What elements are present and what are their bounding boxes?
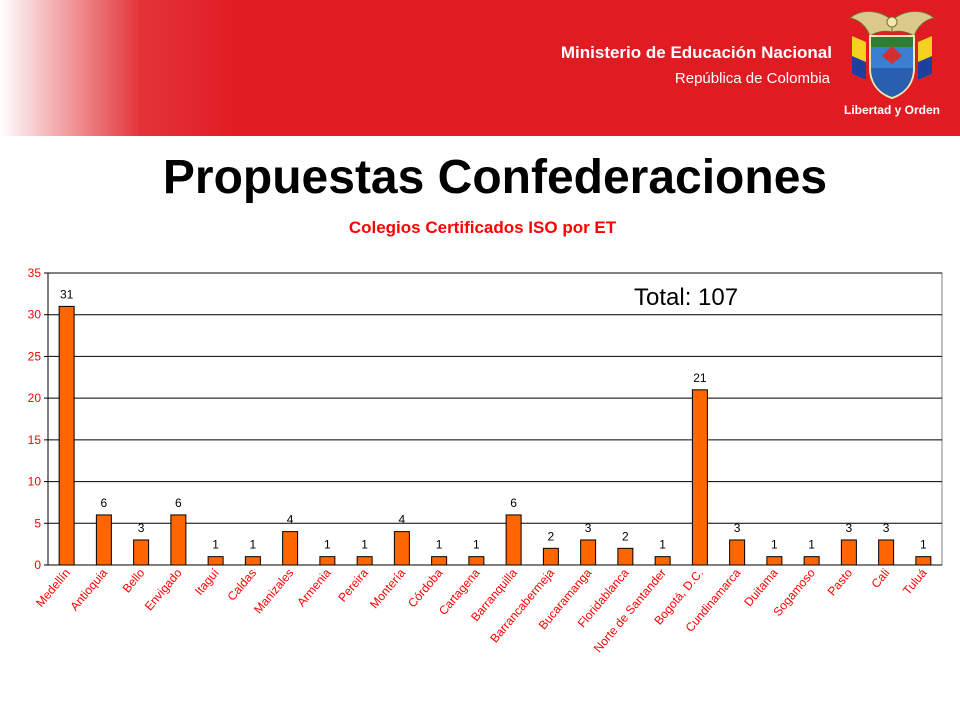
bar [505, 514, 522, 566]
y-tick-label: 10 [28, 475, 42, 489]
y-tick-label: 15 [28, 433, 42, 447]
y-tick-label: 30 [28, 308, 42, 322]
bar [915, 556, 932, 566]
x-tick-label: Pasto [825, 566, 856, 599]
x-tick-label: Envigado [142, 566, 185, 614]
data-label: 6 [101, 496, 108, 510]
bar [207, 556, 224, 566]
x-tick-label: Armenia [294, 566, 334, 609]
bar [542, 547, 559, 566]
data-label: 1 [212, 538, 219, 552]
header-banner: Ministerio de Educación Nacional Repúbli… [0, 0, 960, 136]
y-tick-label: 0 [34, 558, 41, 572]
bar [170, 514, 187, 566]
data-label: 1 [436, 538, 443, 552]
chart-title: Colegios Certificados ISO por ET [348, 218, 617, 237]
x-tick-label: Medellín [33, 566, 73, 610]
data-label: 1 [324, 538, 331, 552]
x-tick-label: Cali [868, 566, 892, 591]
x-tick-label: Pereira [335, 566, 371, 605]
bar [356, 556, 373, 566]
bar [878, 539, 895, 566]
x-tick-label: Duitama [741, 566, 781, 609]
seal-motto: Libertad y Orden [844, 103, 940, 117]
bar [691, 389, 708, 566]
x-tick-label: Manizales [251, 566, 296, 616]
ministry-name: Ministerio de Educación Nacional [560, 43, 832, 62]
bar [654, 556, 671, 566]
bar [244, 556, 261, 566]
y-tick-label: 35 [28, 266, 42, 280]
bar [393, 531, 410, 566]
plot-area [47, 272, 943, 566]
data-label: 6 [175, 496, 182, 510]
slide-title: Propuestas Confederaciones [162, 151, 828, 204]
bar [431, 556, 448, 566]
data-label: 1 [808, 538, 815, 552]
bar [133, 539, 150, 566]
x-tick-label: Tuluá [900, 566, 930, 598]
data-label: 1 [473, 538, 480, 552]
data-label: 1 [771, 538, 778, 552]
data-label: 31 [60, 287, 74, 301]
data-label: 4 [287, 513, 294, 527]
x-tick-label: Caldas [224, 566, 259, 604]
data-label: 21 [693, 371, 707, 385]
bar [803, 556, 820, 566]
x-tick-label: Montería [367, 566, 408, 612]
republic-name: República de Colombia [674, 70, 830, 87]
bar [840, 539, 857, 566]
data-label: 6 [510, 496, 517, 510]
bar [766, 556, 783, 566]
bar [617, 547, 634, 566]
data-label: 3 [846, 521, 853, 535]
bar [319, 556, 336, 566]
data-label: 1 [920, 538, 927, 552]
bar [58, 305, 75, 566]
coat-of-arms-icon: Libertad y Orden [844, 11, 940, 117]
data-label: 1 [250, 538, 257, 552]
data-label: 3 [883, 521, 890, 535]
x-tick-label: Antioquia [67, 566, 110, 614]
bar [282, 531, 299, 566]
data-label: 2 [548, 529, 555, 543]
data-label: 1 [659, 538, 666, 552]
x-tick-label: Itaguí [192, 565, 222, 598]
x-tick-label: Barrancabermeja [487, 566, 557, 646]
bar [729, 539, 746, 566]
data-label: 3 [138, 521, 145, 535]
bar [580, 539, 597, 566]
data-label: 1 [361, 538, 368, 552]
bar [468, 556, 485, 566]
y-tick-label: 5 [34, 516, 41, 530]
data-label: 4 [399, 513, 406, 527]
data-label: 3 [734, 521, 741, 535]
x-tick-label: Bello [120, 566, 148, 596]
data-label: 2 [622, 529, 629, 543]
y-tick-label: 20 [28, 391, 42, 405]
bar [95, 514, 112, 566]
y-tick-label: 25 [28, 349, 42, 363]
total-annotation: Total: 107 [634, 284, 738, 311]
data-label: 3 [585, 521, 592, 535]
